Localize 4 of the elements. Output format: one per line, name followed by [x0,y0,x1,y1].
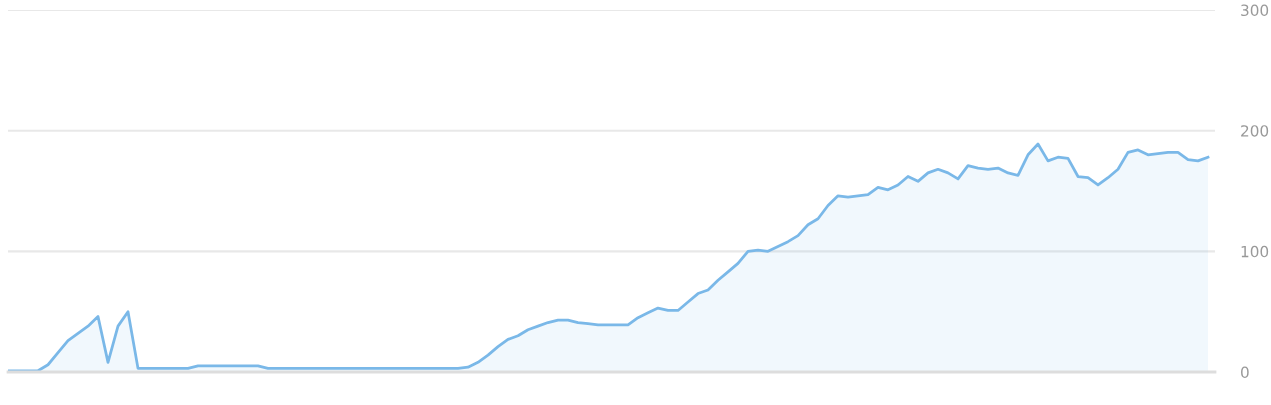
y-tick-label: 200 [1241,125,1269,137]
y-tick-label: 0 [1241,366,1249,379]
y-tick-label: 300 [1241,4,1269,17]
y-tick-label: 100 [1241,245,1269,258]
